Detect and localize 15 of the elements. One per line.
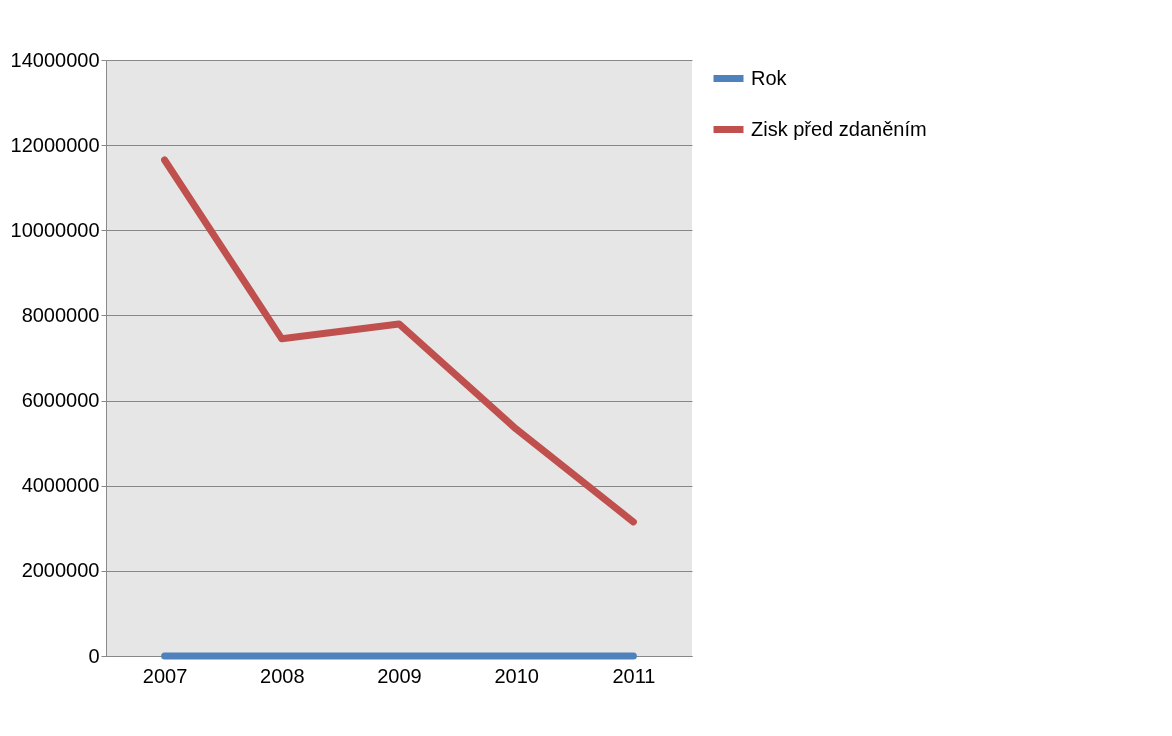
legend-label: Rok [751,66,788,89]
y-tick-label: 4000000 [21,474,100,497]
x-tick-label: 2009 [377,664,422,687]
y-tick-label: 14000000 [10,48,100,71]
y-tick-label: 0 [88,644,100,667]
y-tick-label: 8000000 [21,303,100,326]
y-tick-label: 12000000 [10,133,100,156]
x-tick-label: 2011 [612,664,656,687]
y-tick-label: 10000000 [10,218,100,241]
y-tick-label: 6000000 [21,389,100,412]
x-tick-label: 2007 [142,664,188,687]
y-tick-label: 2000000 [21,559,100,582]
x-tick-label: 2008 [260,664,305,687]
x-tick-label: 2010 [494,664,539,687]
legend-label: Zisk před zdaněním [751,117,927,140]
